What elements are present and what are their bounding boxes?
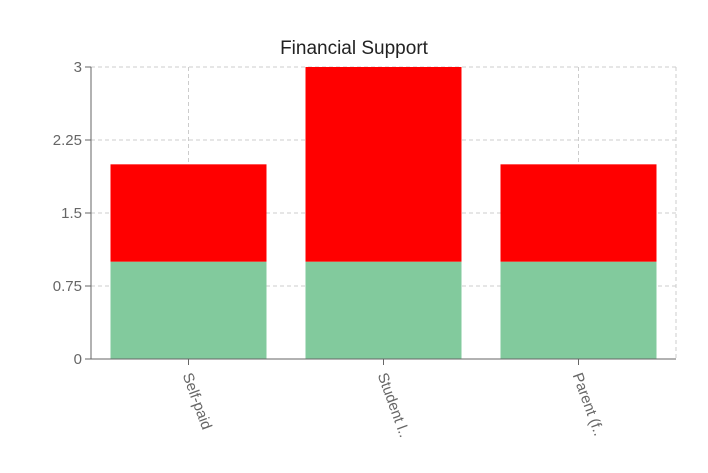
x-tick-label: Self-paid bbox=[179, 371, 215, 432]
bar-segment bbox=[305, 67, 462, 262]
y-tick-label: 0.75 bbox=[53, 278, 82, 295]
bars bbox=[110, 67, 657, 359]
chart-title: Financial Support bbox=[280, 38, 429, 59]
bar-segment bbox=[110, 164, 267, 262]
bar-segment bbox=[500, 164, 657, 262]
bar-segment bbox=[500, 261, 657, 359]
y-tick-label: 2.25 bbox=[53, 132, 82, 149]
x-tick-labels: Self-paid Student l.. Parent (f.. bbox=[179, 371, 608, 440]
y-tick-label: 3 bbox=[74, 59, 82, 76]
bar-segment bbox=[110, 261, 267, 359]
x-tick-label: Student l.. bbox=[374, 371, 413, 440]
y-tick-label: 0 bbox=[74, 351, 82, 368]
y-tick-label: 1.5 bbox=[61, 205, 82, 222]
y-tick-labels: 0 0.75 1.5 2.25 3 bbox=[53, 59, 82, 368]
axes bbox=[85, 66, 676, 365]
bar-segment bbox=[305, 261, 462, 359]
x-tick-label: Parent (f.. bbox=[569, 371, 608, 439]
